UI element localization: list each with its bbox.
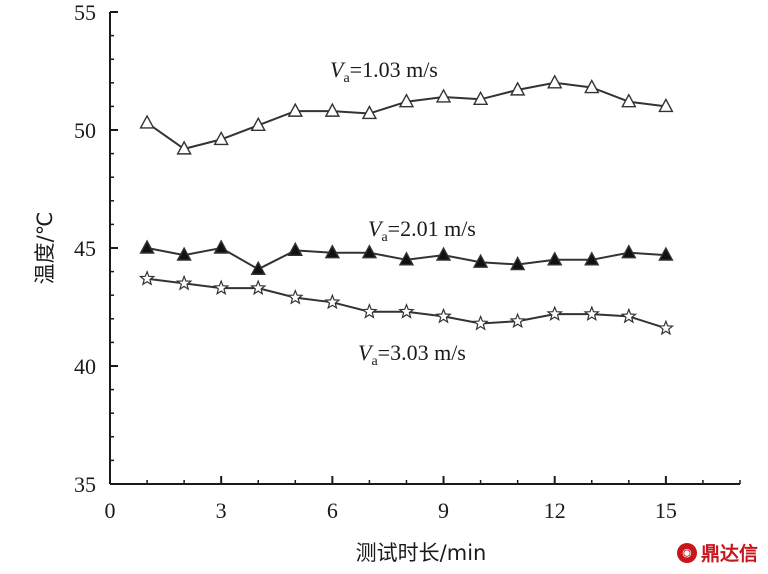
data-point	[176, 140, 192, 155]
series-label-rest: =3.03 m/s	[378, 340, 466, 365]
data-point	[175, 274, 193, 291]
series-label-var: V	[330, 57, 346, 82]
data-point	[472, 314, 489, 331]
series-label-var: V	[368, 216, 384, 241]
series-label-sub: a	[371, 354, 378, 369]
data-point	[213, 239, 229, 254]
series-label-rest: =1.03 m/s	[350, 57, 438, 82]
series-label-1: Va=1.03 m/s	[330, 57, 438, 86]
y-tick-label: 35	[74, 472, 96, 497]
series-label-3: Va=3.03 m/s	[358, 340, 466, 369]
x-tick-label: 3	[216, 498, 227, 523]
series-1	[139, 74, 674, 155]
x-tick-label: 15	[655, 498, 677, 523]
data-point	[620, 307, 638, 324]
x-tick-label: 9	[438, 498, 449, 523]
data-point	[324, 102, 341, 117]
data-point	[398, 251, 415, 266]
data-point	[176, 246, 192, 261]
data-point	[435, 246, 452, 261]
data-point	[324, 244, 341, 259]
data-point	[435, 88, 452, 103]
series-label-sub: a	[343, 71, 350, 86]
series-label-2: Va=2.01 m/s	[368, 216, 476, 245]
data-point	[472, 253, 489, 268]
data-point	[250, 260, 266, 275]
data-point	[621, 93, 637, 108]
data-point	[139, 239, 155, 254]
data-point	[584, 251, 600, 266]
data-point	[212, 279, 230, 296]
data-point	[583, 305, 601, 322]
data-point	[287, 288, 304, 305]
series-2	[139, 239, 674, 275]
series-label-sub: a	[381, 230, 388, 245]
data-point	[472, 90, 489, 106]
y-tick-label: 55	[74, 0, 96, 25]
data-point	[361, 303, 378, 319]
watermark-text: 鼎达信	[700, 543, 758, 565]
series-3	[138, 270, 675, 336]
series-annotations: Va=1.03 m/sVa=2.01 m/sVa=3.03 m/s	[330, 57, 476, 369]
data-point	[584, 79, 600, 94]
series-label-rest: =2.01 m/s	[388, 216, 476, 241]
y-tick-label: 45	[74, 236, 96, 261]
data-point	[287, 241, 303, 257]
data-point	[249, 279, 267, 296]
data-point	[509, 256, 526, 271]
data-point	[138, 270, 156, 286]
series-label-var: V	[358, 340, 374, 365]
data-point	[658, 97, 674, 113]
y-tick-label: 40	[74, 354, 96, 379]
x-tick-label: 6	[327, 498, 338, 523]
data-point	[658, 246, 674, 261]
brand-logo-icon: ◉	[676, 542, 697, 563]
data-point	[621, 244, 637, 259]
data-point	[324, 293, 341, 310]
x-tick-label: 12	[544, 498, 566, 523]
data-point	[361, 105, 378, 120]
data-point	[287, 102, 303, 117]
y-axis-title: 温度/℃	[33, 212, 57, 285]
data-point	[546, 305, 564, 322]
watermark: ◉ 鼎达信	[676, 539, 758, 566]
data-point	[213, 130, 229, 146]
series-group	[138, 74, 675, 336]
data-point	[250, 116, 266, 131]
x-axis-title: 测试时长/min	[356, 541, 487, 565]
data-point	[398, 303, 415, 319]
data-point	[547, 251, 563, 266]
axes	[109, 12, 740, 485]
data-point	[509, 81, 526, 96]
data-point	[547, 74, 563, 89]
data-point	[435, 307, 452, 324]
data-point	[657, 319, 675, 336]
y-tick-label: 50	[74, 118, 96, 143]
x-tick-label: 0	[105, 498, 116, 523]
data-point	[139, 114, 155, 129]
data-point	[361, 244, 378, 259]
data-point	[509, 312, 526, 329]
ticks: 35 40 45 50 55 0 3 6 9 12 15	[74, 0, 741, 523]
data-point	[398, 93, 415, 108]
